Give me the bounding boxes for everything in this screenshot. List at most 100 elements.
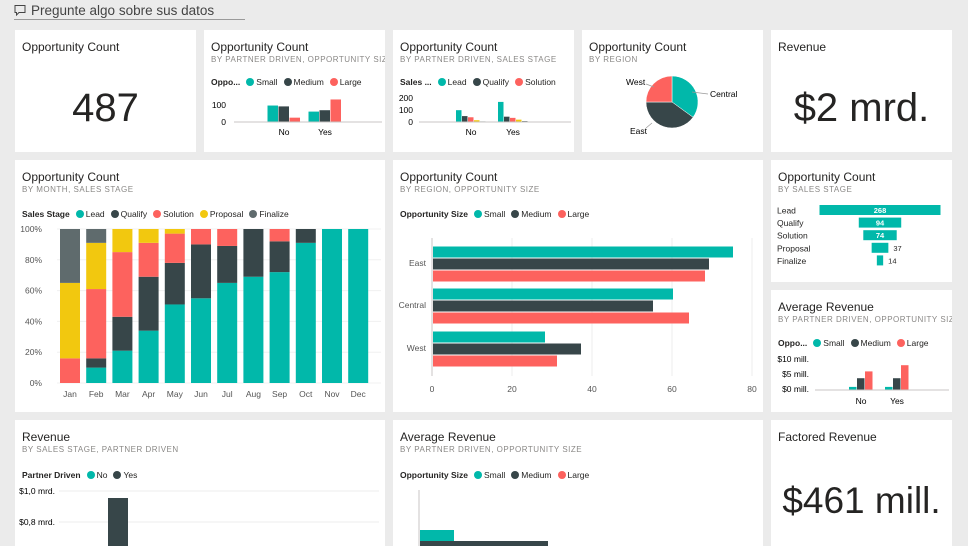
legend-title: Partner Driven: [22, 470, 81, 480]
legend-item-large: Large: [557, 470, 589, 480]
legend-item-finalize: Finalize: [249, 209, 289, 219]
x-tick: Jan: [63, 389, 77, 399]
y-tick: 0%: [30, 378, 43, 388]
tile-subtitle: BY PARTNER DRIVEN, OPPORTUNITY SIZE: [211, 55, 385, 64]
y-tick: 100: [212, 100, 226, 110]
chart-t4: Central East West: [626, 75, 738, 136]
bar-lead-nov: [322, 229, 342, 383]
bar-solution-yes: [510, 117, 516, 122]
y-tick: Central: [399, 300, 427, 310]
x-tick: Sep: [272, 389, 287, 399]
x-tick: Yes: [318, 127, 332, 137]
chart-t7: 0 20 40 60 80 East Central West: [399, 238, 757, 394]
tile-factored-revenue-card[interactable]: Factored Revenue $461 mill.: [771, 420, 952, 546]
legend-item-large: Large: [896, 338, 929, 348]
bar-large-yes: [901, 365, 909, 390]
bar-solution-jun: [191, 229, 211, 245]
tile-title: Opportunity Count: [589, 40, 687, 54]
bar-small-no: [849, 386, 857, 390]
bar-small-central: [433, 288, 673, 300]
funnel-bar-qualify: [858, 217, 902, 228]
bar-medium-yes: [893, 378, 901, 390]
legend-item-small: Small: [246, 77, 278, 87]
qa-search-box[interactable]: Pregunte algo sobre sus datos: [14, 1, 245, 20]
bar-qualify-feb: [86, 358, 107, 368]
tile-revenue-stage-partner[interactable]: Revenue BY SALES STAGE, PARTNER DRIVEN P…: [15, 420, 385, 546]
bar-proposal-jan: [60, 282, 80, 359]
tile-opportunity-count-partner-stage[interactable]: Opportunity Count BY PARTNER DRIVEN, SAL…: [393, 30, 574, 152]
bar-finalize-feb: [86, 229, 107, 243]
tile-opportunity-count-region[interactable]: Opportunity Count BY REGION Central East…: [582, 30, 763, 152]
tile-title: Average Revenue: [778, 300, 874, 314]
card-value: $2 mrd.: [793, 86, 930, 130]
x-tick: Feb: [89, 389, 104, 399]
bar-lead-feb: [86, 367, 107, 383]
x-tick: 40: [587, 384, 597, 394]
x-tick: No: [466, 127, 477, 137]
legend-item-qualify: Qualify: [472, 77, 509, 87]
x-tick: 20: [507, 384, 517, 394]
x-tick: 60: [667, 384, 677, 394]
legend-item-medium: Medium: [283, 77, 324, 87]
bar-yes: [108, 498, 128, 546]
y-tick: West: [407, 343, 427, 353]
bar-solution-sep: [269, 229, 290, 242]
bar-large-east: [433, 270, 705, 282]
bar-solution-jan: [60, 358, 80, 383]
tile-title: Opportunity Count: [22, 170, 120, 184]
funnel-value: 74: [876, 231, 885, 240]
funnel-value: 268: [874, 206, 887, 215]
legend-item-large: Large: [557, 209, 589, 219]
bar-solution-apr: [138, 242, 159, 277]
bar-small-west: [433, 331, 545, 343]
bar-qualify-sep: [269, 241, 290, 273]
bar-solution-feb: [86, 289, 107, 359]
tile-title: Average Revenue: [400, 430, 496, 444]
tile-revenue-card[interactable]: Revenue $2 mrd.: [771, 30, 952, 152]
chart-t2: 100 0 No Yes: [212, 99, 382, 137]
funnel-bar-solution: [863, 230, 897, 241]
tile-average-revenue-partner-size-2[interactable]: Average Revenue BY PARTNER DRIVEN, OPPOR…: [393, 420, 763, 546]
tile-opportunity-count-region-size[interactable]: Opportunity Count BY REGION, OPPORTUNITY…: [393, 160, 763, 412]
tile-subtitle: BY PARTNER DRIVEN, OPPORTUNITY SIZE: [400, 445, 583, 454]
tile-average-revenue-partner-size[interactable]: Average Revenue BY PARTNER DRIVEN, OPPOR…: [771, 290, 952, 412]
tile-title: Revenue: [778, 40, 827, 54]
legend-item-large: Large: [329, 77, 362, 87]
legend-title: Oppo...: [778, 338, 808, 348]
x-tick: Nov: [324, 389, 340, 399]
tile-title: Opportunity Count: [400, 170, 498, 184]
chart-t6: 0% 20% 40% 60% 80% 100% Jan Feb Mar Apr May Jun Jul A…: [20, 224, 381, 399]
tile-subtitle: BY SALES STAGE: [778, 185, 853, 194]
funnel-label: Proposal: [777, 243, 811, 253]
legend-item-proposal: Proposal: [199, 209, 243, 219]
legend-item-lead: Lead: [437, 77, 467, 87]
bar-large-west: [433, 355, 557, 367]
bar-small: [420, 530, 454, 541]
chart-legend: Oppo... Small Medium Large: [211, 77, 364, 87]
bar-large-no: [289, 117, 300, 122]
bar-lead-may: [164, 304, 185, 383]
bar-proposal-yes: [516, 119, 522, 122]
bar-lead-jul: [217, 282, 238, 383]
funnel-value: 37: [893, 244, 901, 253]
bar-proposal-feb: [86, 242, 107, 290]
x-tick: Jul: [222, 389, 233, 399]
bar-large-central: [433, 312, 689, 324]
bar-large-yes: [330, 99, 341, 122]
tile-opportunity-count-partner-size[interactable]: Opportunity Count BY PARTNER DRIVEN, OPP…: [204, 30, 385, 152]
bar-qualify-apr: [138, 276, 159, 331]
pie-label-central: Central: [710, 89, 738, 99]
bar-medium-central: [433, 300, 653, 312]
bar-qualify-aug: [243, 229, 264, 277]
chart-legend: Opportunity Size Small Medium Large: [400, 209, 591, 219]
bar-lead-jun: [191, 298, 211, 383]
tile-opportunity-count-month-stage[interactable]: Opportunity Count BY MONTH, SALES STAGE …: [15, 160, 385, 412]
tile-opportunity-count-sales-stage[interactable]: Opportunity Count BY SALES STAGE Lead 268…: [771, 160, 952, 282]
y-tick: $1,0 mrd.: [19, 486, 55, 496]
legend-item-medium: Medium: [511, 470, 552, 480]
bar-proposal-apr: [138, 229, 159, 243]
tile-opportunity-count-card[interactable]: Opportunity Count 487: [15, 30, 196, 152]
bar-medium-east: [433, 258, 709, 270]
legend-title: Sales ...: [400, 77, 432, 87]
slice-west: [645, 75, 673, 103]
